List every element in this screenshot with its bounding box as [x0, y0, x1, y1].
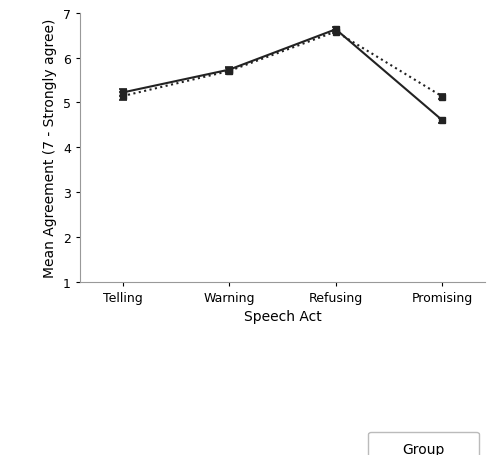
Legend: Aware, Unaware: Aware, Unaware — [368, 432, 479, 455]
X-axis label: Speech Act: Speech Act — [244, 309, 322, 324]
Y-axis label: Mean Agreement (7 - Strongly agree): Mean Agreement (7 - Strongly agree) — [44, 19, 58, 277]
